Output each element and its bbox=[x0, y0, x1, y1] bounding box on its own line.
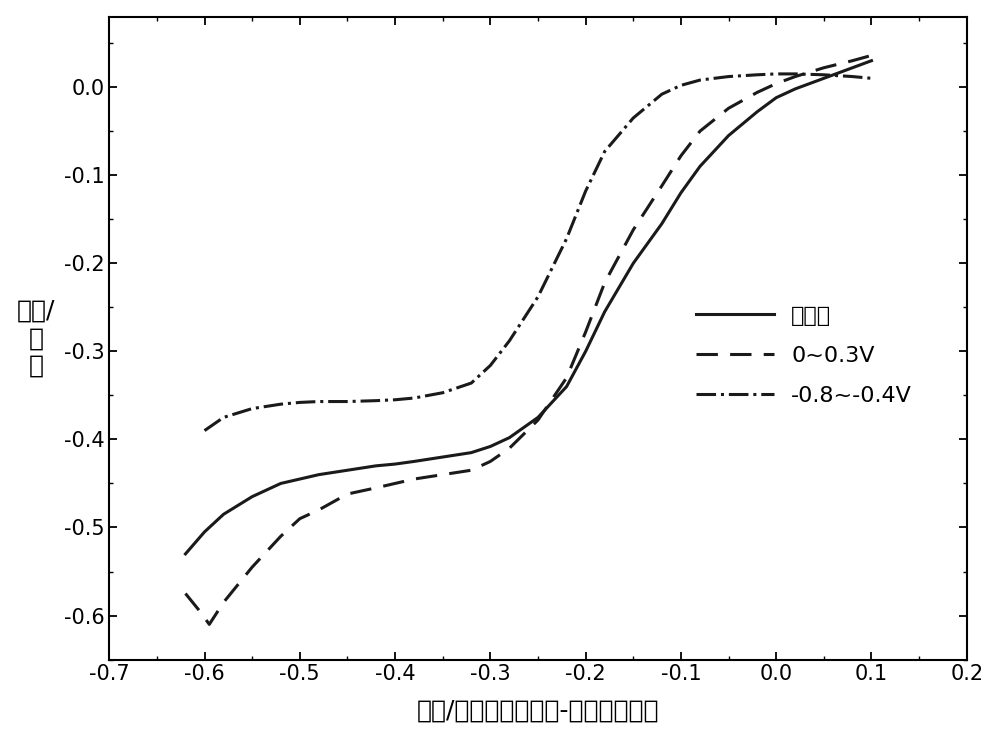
0~0.3V bbox=[218, 598, 230, 607]
-0.8~-0.4V bbox=[675, 81, 687, 90]
-0.8~-0.4V bbox=[846, 72, 858, 81]
-0.8~-0.4V bbox=[199, 426, 211, 435]
0~0.3V bbox=[599, 278, 611, 287]
-0.8~-0.4V bbox=[627, 114, 639, 123]
Line: 0~0.3V: 0~0.3V bbox=[185, 55, 871, 624]
0~0.3V bbox=[313, 505, 325, 514]
Line: -0.8~-0.4V: -0.8~-0.4V bbox=[205, 74, 871, 431]
-0.8~-0.4V bbox=[246, 404, 258, 413]
未处理 bbox=[437, 452, 449, 461]
未处理 bbox=[313, 470, 325, 479]
0~0.3V bbox=[865, 51, 877, 60]
-0.8~-0.4V bbox=[370, 396, 382, 405]
-0.8~-0.4V bbox=[694, 75, 706, 84]
未处理 bbox=[789, 84, 801, 93]
-0.8~-0.4V bbox=[599, 147, 611, 156]
0~0.3V bbox=[370, 483, 382, 492]
-0.8~-0.4V bbox=[789, 69, 801, 78]
0~0.3V bbox=[751, 88, 763, 97]
未处理 bbox=[294, 474, 306, 483]
未处理 bbox=[484, 442, 496, 451]
未处理 bbox=[865, 56, 877, 65]
未处理 bbox=[199, 528, 211, 537]
-0.8~-0.4V bbox=[465, 378, 477, 387]
0~0.3V bbox=[818, 64, 830, 72]
未处理 bbox=[723, 131, 735, 140]
0~0.3V bbox=[389, 479, 401, 488]
未处理 bbox=[275, 479, 287, 488]
-0.8~-0.4V bbox=[865, 74, 877, 83]
0~0.3V bbox=[789, 72, 801, 81]
0~0.3V bbox=[408, 474, 420, 483]
0~0.3V bbox=[723, 103, 735, 112]
未处理 bbox=[246, 492, 258, 501]
X-axis label: 电势/伏特（相对于汞-氧化汞电极）: 电势/伏特（相对于汞-氧化汞电极） bbox=[417, 698, 659, 722]
-0.8~-0.4V bbox=[656, 89, 668, 98]
Y-axis label: 电流/
毫
安: 电流/ 毫 安 bbox=[17, 299, 55, 378]
0~0.3V bbox=[580, 327, 592, 336]
-0.8~-0.4V bbox=[408, 394, 420, 403]
0~0.3V bbox=[694, 126, 706, 135]
-0.8~-0.4V bbox=[275, 400, 287, 409]
-0.8~-0.4V bbox=[341, 397, 353, 406]
未处理 bbox=[675, 188, 687, 197]
Legend: 未处理, 0~0.3V, -0.8~-0.4V: 未处理, 0~0.3V, -0.8~-0.4V bbox=[678, 288, 930, 423]
未处理 bbox=[218, 510, 230, 519]
-0.8~-0.4V bbox=[818, 70, 830, 79]
未处理 bbox=[503, 433, 515, 442]
未处理 bbox=[694, 162, 706, 171]
-0.8~-0.4V bbox=[313, 397, 325, 406]
0~0.3V bbox=[503, 444, 515, 453]
未处理 bbox=[561, 382, 573, 391]
-0.8~-0.4V bbox=[389, 395, 401, 404]
0~0.3V bbox=[179, 589, 191, 598]
0~0.3V bbox=[194, 607, 206, 616]
0~0.3V bbox=[294, 514, 306, 523]
0~0.3V bbox=[770, 79, 782, 88]
Line: 未处理: 未处理 bbox=[185, 61, 871, 554]
-0.8~-0.4V bbox=[532, 293, 544, 302]
0~0.3V bbox=[437, 470, 449, 479]
未处理 bbox=[532, 413, 544, 422]
-0.8~-0.4V bbox=[503, 336, 515, 345]
-0.8~-0.4V bbox=[294, 398, 306, 407]
0~0.3V bbox=[275, 532, 287, 541]
0~0.3V bbox=[246, 562, 258, 571]
-0.8~-0.4V bbox=[218, 413, 230, 422]
-0.8~-0.4V bbox=[770, 69, 782, 78]
0~0.3V bbox=[484, 457, 496, 466]
未处理 bbox=[627, 259, 639, 268]
未处理 bbox=[179, 550, 191, 559]
-0.8~-0.4V bbox=[484, 361, 496, 370]
0~0.3V bbox=[675, 151, 687, 160]
未处理 bbox=[656, 219, 668, 228]
0~0.3V bbox=[203, 620, 215, 629]
未处理 bbox=[408, 457, 420, 466]
0~0.3V bbox=[846, 56, 858, 65]
未处理 bbox=[846, 64, 858, 72]
0~0.3V bbox=[627, 225, 639, 234]
0~0.3V bbox=[561, 373, 573, 382]
未处理 bbox=[370, 461, 382, 470]
未处理 bbox=[389, 460, 401, 469]
未处理 bbox=[818, 74, 830, 83]
-0.8~-0.4V bbox=[437, 388, 449, 397]
0~0.3V bbox=[532, 415, 544, 424]
-0.8~-0.4V bbox=[561, 234, 573, 243]
-0.8~-0.4V bbox=[751, 70, 763, 79]
-0.8~-0.4V bbox=[723, 72, 735, 81]
未处理 bbox=[465, 448, 477, 457]
0~0.3V bbox=[656, 181, 668, 190]
未处理 bbox=[751, 107, 763, 116]
未处理 bbox=[580, 347, 592, 355]
-0.8~-0.4V bbox=[580, 187, 592, 196]
未处理 bbox=[341, 466, 353, 474]
未处理 bbox=[770, 93, 782, 102]
0~0.3V bbox=[465, 466, 477, 474]
0~0.3V bbox=[341, 489, 353, 498]
未处理 bbox=[599, 307, 611, 316]
